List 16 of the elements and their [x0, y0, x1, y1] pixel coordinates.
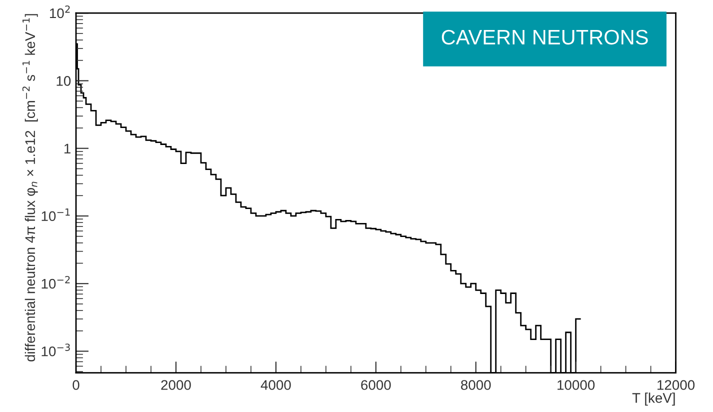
y-tick-label: 10$^{2}$	[50, 5, 70, 18]
text: differential neutron 4π flux φ$_{n}$ × 1.e12 [cm$^{−2}$ s$^{−1}$ keV$^{−1}$]	[22, 14, 38, 362]
y-tick-label: 10	[56, 76, 71, 86]
x-tick-label: 8000	[461, 380, 491, 390]
x-tick-label: 12000	[658, 380, 695, 390]
x-tick-label: 6000	[361, 380, 391, 390]
annotation: CAVERN NEUTRONS	[442, 30, 648, 45]
x-tick-label: 0	[72, 380, 80, 390]
y-tick-label: 1	[64, 144, 70, 154]
y-tick-label: 10$^{−3}$	[42, 344, 70, 356]
x-tick-label: 10000	[558, 380, 595, 390]
y-tick-label: 10$^{−1}$	[42, 208, 70, 222]
y-tick-label: 10$^{−2}$	[42, 276, 70, 289]
x-tick-label: 4000	[260, 380, 291, 390]
x-axis-title: T [keV]	[632, 392, 675, 406]
x-tick-label: 2000	[161, 380, 191, 390]
